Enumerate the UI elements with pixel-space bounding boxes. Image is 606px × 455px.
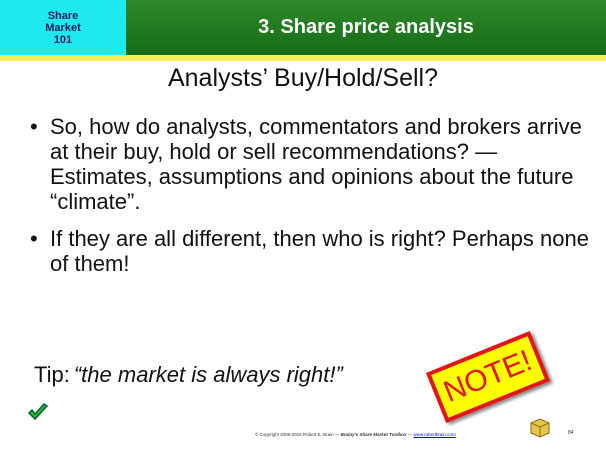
tip-label: Tip: xyxy=(34,362,70,387)
box-icon xyxy=(530,418,550,438)
footer: © Copyright 2009-2019 Robert E. Brain — … xyxy=(255,432,456,437)
page-number: 84 xyxy=(568,430,574,436)
separator: — xyxy=(406,432,414,437)
header-rule xyxy=(0,55,606,61)
book-title: Brainy’s Share Market Toolbox xyxy=(340,432,407,437)
tip-text: “the market is always right!” xyxy=(73,362,343,387)
copyright: © Copyright 2009-2019 Robert E. Brain — xyxy=(255,432,341,437)
badge-line: 101 xyxy=(53,33,73,46)
bullet: So, how do analysts, commentators and br… xyxy=(30,114,590,214)
slide-title: Analysts’ Buy/Hold/Sell? xyxy=(167,64,439,92)
check-icon xyxy=(27,403,49,421)
badge: Share Market 101 xyxy=(0,0,126,55)
badge-line: Market xyxy=(45,21,81,34)
url[interactable]: www.robertbrain.com xyxy=(413,432,456,437)
badge-line: Share xyxy=(47,9,79,22)
bullet: If they are all different, then who is r… xyxy=(30,226,590,276)
bullet-list: So, how do analysts, commentators and br… xyxy=(30,114,590,288)
header-title: 3. Share price analysis xyxy=(126,0,606,55)
tip: Tip: “the market is always right!” xyxy=(34,362,343,388)
note-stamp: NOTE! xyxy=(425,330,551,424)
